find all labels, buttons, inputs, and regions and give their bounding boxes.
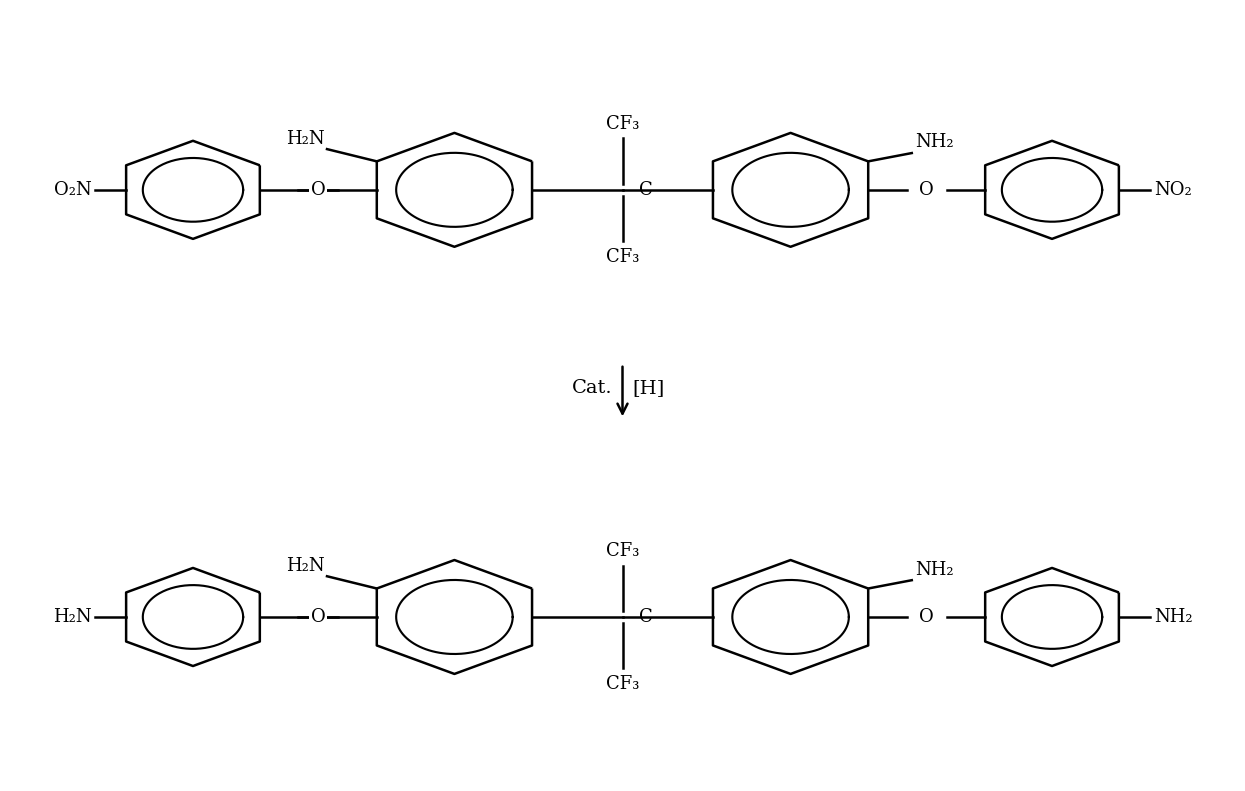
Text: NO₂: NO₂: [1154, 181, 1191, 199]
Text: H₂N: H₂N: [286, 557, 325, 574]
Text: CF₃: CF₃: [606, 675, 639, 693]
Text: H₂N: H₂N: [52, 608, 91, 626]
Text: NH₂: NH₂: [915, 134, 954, 151]
Text: NH₂: NH₂: [915, 561, 954, 578]
Text: [H]: [H]: [632, 379, 665, 396]
Text: O: O: [919, 608, 934, 626]
Text: NH₂: NH₂: [1154, 608, 1193, 626]
Text: O: O: [311, 608, 326, 626]
Text: H₂N: H₂N: [286, 130, 325, 147]
Text: Cat.: Cat.: [571, 379, 613, 396]
Text: CF₃: CF₃: [606, 248, 639, 266]
Text: O: O: [311, 181, 326, 199]
Text: O: O: [919, 181, 934, 199]
Text: CF₃: CF₃: [606, 115, 639, 133]
Text: O₂N: O₂N: [54, 181, 91, 199]
Text: C: C: [639, 181, 652, 199]
Text: C: C: [639, 608, 652, 626]
Text: CF₃: CF₃: [606, 542, 639, 560]
